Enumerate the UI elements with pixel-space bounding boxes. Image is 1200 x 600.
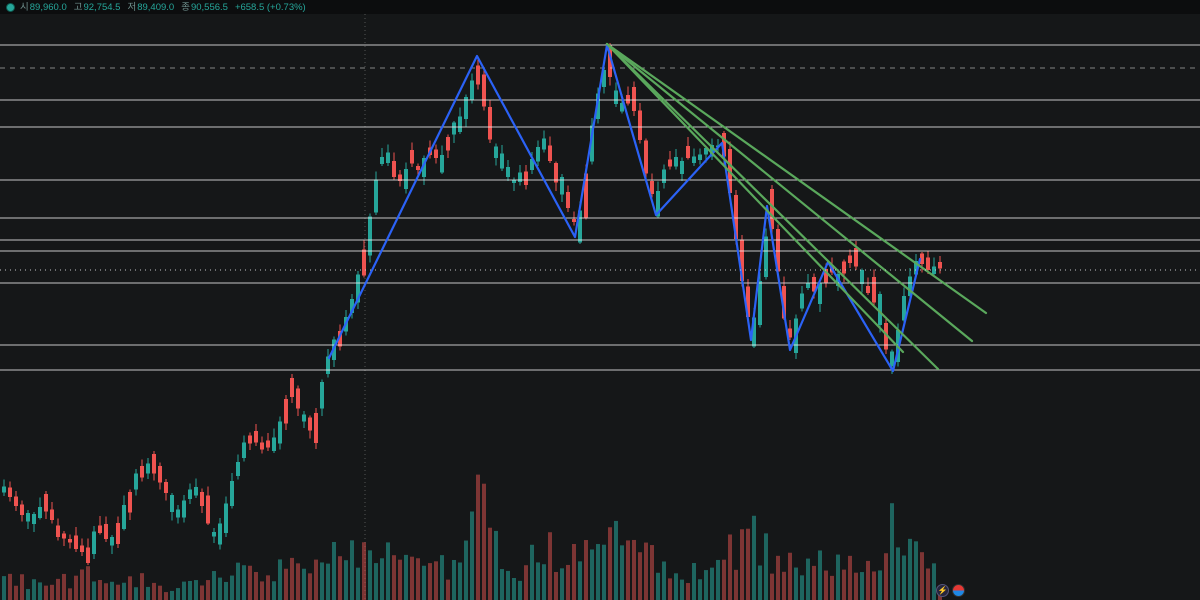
- lightning-icon[interactable]: ⚡: [936, 584, 949, 597]
- chart-header: 시 89,960.0 고 92,754.5 저 89,409.0 종 90,55…: [0, 0, 1200, 14]
- close-value: 90,556.5: [190, 1, 228, 13]
- trendline[interactable]: [605, 42, 905, 354]
- high-field: 고 92,754.5: [74, 1, 121, 14]
- series-status-icon[interactable]: [6, 2, 15, 12]
- open-label: 시: [20, 1, 29, 13]
- horizontal-level-lines[interactable]: [0, 44, 1200, 371]
- close-field: 종 90,556.5: [181, 1, 228, 14]
- open-value: 89,960.0: [29, 1, 67, 13]
- volume-series: [2, 474, 942, 600]
- trendline[interactable]: [605, 42, 988, 315]
- blue-zigzag-drawing[interactable]: [327, 43, 922, 373]
- low-value: 89,409.0: [137, 1, 175, 13]
- high-label: 고: [73, 1, 83, 13]
- open-field: 시 89,960.0: [20, 1, 67, 14]
- footer-badges: ⚡: [936, 584, 965, 597]
- change-value: +658.5 (+0.73%): [234, 1, 306, 13]
- close-label: 종: [181, 1, 190, 13]
- lightning-glyph: ⚡: [937, 586, 948, 595]
- trendline[interactable]: [605, 42, 940, 371]
- red-blue-badge-icon[interactable]: [952, 584, 965, 597]
- ohlc-legend: 시 89,960.0 고 92,754.5 저 89,409.0 종 90,55…: [20, 1, 306, 14]
- green-trendline-fan[interactable]: [605, 42, 988, 371]
- trendline[interactable]: [605, 42, 974, 343]
- candle-series: [2, 43, 942, 565]
- high-value: 92,754.5: [83, 1, 121, 13]
- low-label: 저: [127, 1, 137, 13]
- low-field: 저 89,409.0: [127, 1, 174, 14]
